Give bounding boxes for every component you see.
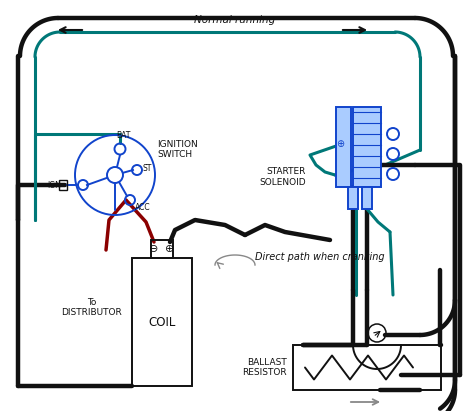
- Bar: [362, 187, 372, 209]
- Text: ⊕: ⊕: [165, 244, 175, 254]
- Text: STARTER
SOLENOID: STARTER SOLENOID: [259, 167, 306, 187]
- Bar: [353, 107, 381, 187]
- Text: Normal running: Normal running: [194, 15, 275, 25]
- Text: BALLAST
RESISTOR: BALLAST RESISTOR: [242, 358, 287, 377]
- Text: IGNITION
SWITCH: IGNITION SWITCH: [157, 140, 198, 159]
- Text: IGN: IGN: [47, 180, 61, 189]
- Bar: [293, 345, 441, 390]
- Bar: [59, 180, 67, 190]
- Text: ⊖: ⊖: [149, 244, 159, 254]
- Circle shape: [107, 167, 123, 183]
- Bar: [132, 258, 192, 386]
- Text: ACC: ACC: [135, 203, 151, 212]
- Bar: [336, 107, 351, 187]
- Text: COIL: COIL: [148, 316, 176, 328]
- Text: To
DISTRIBUTOR: To DISTRIBUTOR: [62, 298, 122, 317]
- Bar: [151, 240, 173, 258]
- Text: BAT: BAT: [116, 131, 130, 140]
- Text: Direct path when cranking: Direct path when cranking: [255, 252, 385, 262]
- Text: ST: ST: [143, 164, 152, 173]
- Text: ⊕: ⊕: [336, 139, 344, 149]
- Bar: [348, 187, 358, 209]
